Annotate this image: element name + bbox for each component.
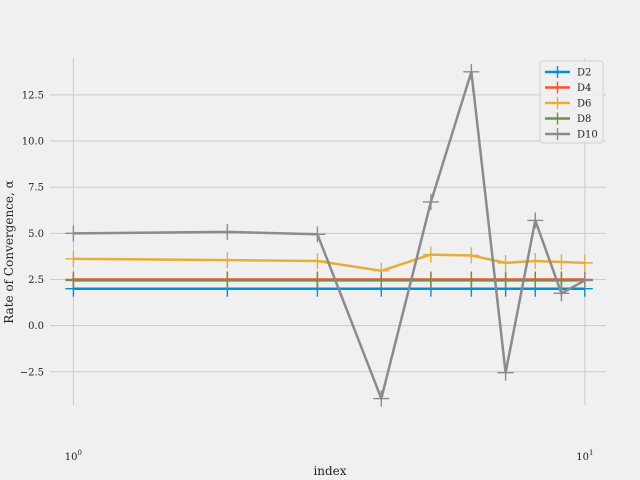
data-point-marker [527, 272, 544, 289]
data-point-marker [576, 254, 593, 271]
data-point-marker [463, 63, 480, 80]
legend-item-d4: D4 [545, 81, 591, 94]
data-point-marker [219, 223, 236, 240]
legend-label: D10 [577, 130, 598, 141]
y-tick-label: 10.0 [22, 137, 44, 148]
data-point-marker [463, 247, 480, 264]
data-point-marker [309, 226, 326, 243]
legend-item-d10: D10 [545, 128, 598, 141]
grid [50, 58, 606, 405]
series-d10 [65, 63, 593, 407]
legend-label: D4 [577, 83, 591, 94]
data-point-marker [219, 272, 236, 289]
data-point-marker [219, 252, 236, 269]
x-tick-label: 101 [576, 449, 593, 463]
series-line [73, 70, 586, 400]
data-point-marker [527, 253, 544, 270]
data-point-marker [65, 225, 82, 242]
y-tick-label: −2.5 [20, 367, 44, 378]
data-point-marker [497, 364, 514, 381]
data-point-marker [373, 390, 390, 407]
x-tick-exponent: 0 [78, 449, 82, 457]
series-d6 [65, 246, 593, 279]
x-tick-base: 10 [65, 452, 78, 463]
legend-label: D2 [577, 68, 591, 79]
y-tick-label: 12.5 [22, 90, 44, 101]
x-tick-label: 100 [65, 449, 82, 463]
x-tick-exponent: 1 [589, 449, 593, 457]
series-d2 [65, 280, 593, 297]
series-line [73, 253, 585, 273]
data-point-marker [373, 272, 390, 289]
data-point-marker [65, 250, 82, 267]
y-tick-label: 5.0 [28, 229, 44, 240]
data-point-marker [527, 212, 544, 229]
y-axis-label: Rate of Convergence, α [2, 180, 16, 324]
data-point-marker [553, 285, 570, 302]
legend-box [539, 60, 604, 144]
data-point-marker [309, 272, 326, 289]
x-axis-label: index [313, 464, 346, 478]
data-point-marker [65, 272, 82, 289]
legend: D2 D4 D6 D8 D10 [539, 60, 604, 144]
data-point-marker [422, 246, 439, 263]
y-tick-label: 2.5 [28, 275, 44, 286]
legend-label: D6 [577, 99, 591, 110]
data-point-marker [422, 272, 439, 289]
data-point-marker [497, 272, 514, 289]
data-point-marker [576, 272, 593, 289]
data-point-marker [463, 272, 480, 289]
data-point-marker [553, 253, 570, 270]
legend-item-d8: D8 [545, 112, 591, 125]
legend-label: D8 [577, 114, 591, 125]
data-point-marker [497, 254, 514, 271]
legend-item-d2: D2 [545, 66, 591, 79]
data-point-marker [309, 253, 326, 270]
x-tick-base: 10 [576, 452, 589, 463]
legend-item-d6: D6 [545, 97, 591, 110]
series-layer [65, 63, 593, 407]
data-point-marker [422, 193, 439, 210]
series-d8 [65, 272, 593, 289]
y-tick-label: 0.0 [28, 321, 44, 332]
y-tick-label: 7.5 [28, 183, 44, 194]
